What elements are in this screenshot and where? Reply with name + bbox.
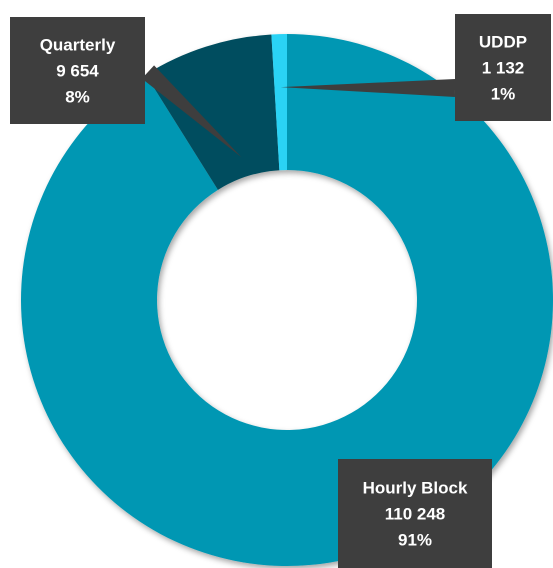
data-label-box — [338, 459, 492, 568]
slice-name-label: Hourly Block — [363, 479, 468, 498]
slice-percent-label: 8% — [65, 88, 90, 107]
donut-slice-hourly-block — [20, 34, 553, 567]
slice-name-label: Quarterly — [40, 36, 116, 55]
data-label-hourly-block: Hourly Block 110 248 91% — [338, 459, 492, 568]
leader-quarterly — [141, 65, 242, 158]
donut-slice-quarterly — [145, 34, 280, 190]
data-label-uddp: UDDP 1 132 1% — [455, 14, 551, 121]
data-label-quarterly: Quarterly 9 654 8% — [10, 17, 145, 124]
slice-percent-label: 1% — [491, 85, 516, 104]
data-label-box — [455, 14, 551, 121]
slice-value-label: 1 132 — [482, 59, 525, 78]
data-labels: Hourly Block 110 248 91% Quarterly 9 654 8% UD… — [10, 14, 551, 568]
slice-value-label: 110 248 — [385, 505, 446, 524]
donut-slices — [20, 34, 553, 567]
slice-percent-label: 91% — [398, 531, 432, 550]
leader-uddp — [280, 79, 456, 97]
slice-name-label: UDDP — [479, 33, 527, 52]
donut-slice-uddp — [271, 34, 287, 171]
leader-lines — [141, 65, 456, 158]
slice-value-label: 9 654 — [56, 62, 99, 81]
data-label-box — [10, 17, 145, 124]
